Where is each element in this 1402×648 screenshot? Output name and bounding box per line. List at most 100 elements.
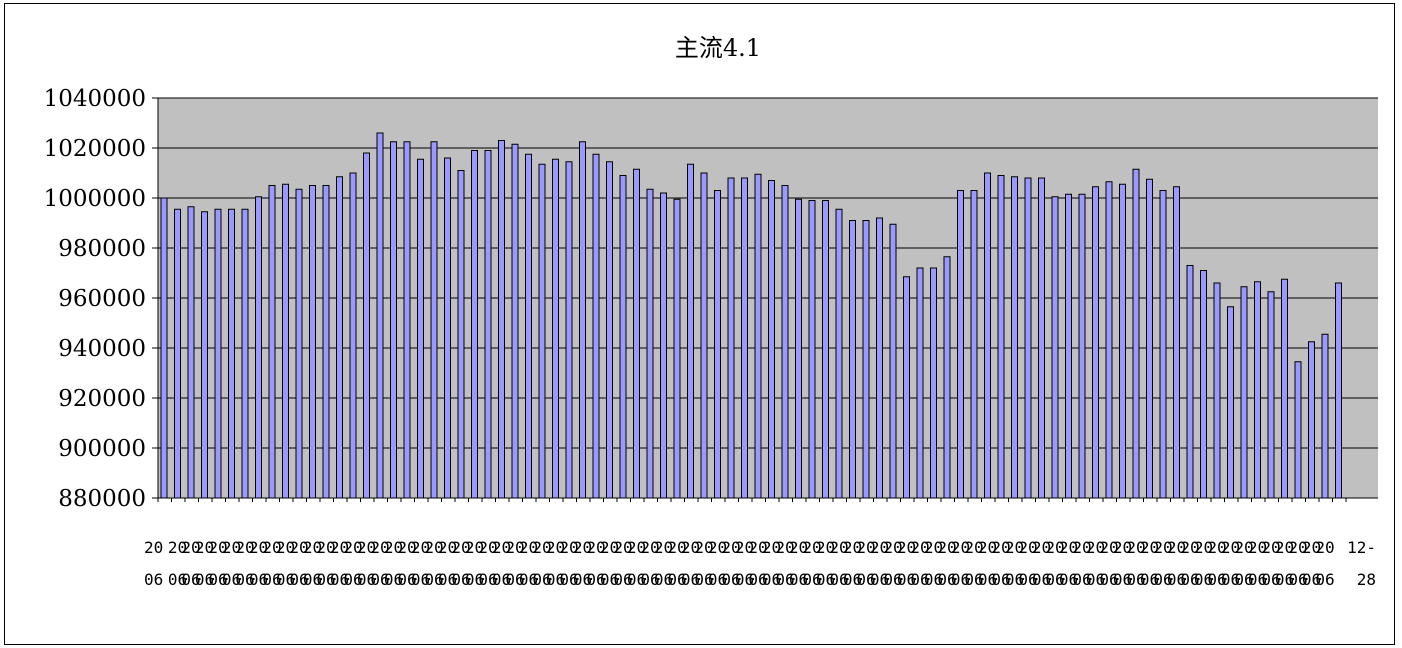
bar	[1213, 282, 1221, 499]
x-tick-label: 20	[843, 538, 862, 557]
x-tick-label: 06	[910, 570, 929, 589]
y-tick-label: 1040000	[44, 86, 146, 112]
x-tick-label: 06	[829, 570, 848, 589]
x-tick-label: 06	[438, 570, 457, 589]
x-tick-label: 06	[1153, 570, 1172, 589]
x-tick-label: 06	[613, 570, 632, 589]
x-tick-label: 06	[937, 570, 956, 589]
x-tick-label: 06	[1288, 570, 1307, 589]
bar	[1227, 306, 1234, 499]
bar	[1024, 177, 1032, 499]
y-tick-label: 940000	[58, 336, 146, 362]
x-tick-label: 06	[168, 570, 187, 589]
bar	[1267, 291, 1275, 499]
x-tick-label: 20	[1234, 538, 1253, 557]
x-tick-label: 20	[424, 538, 443, 557]
bar	[214, 208, 222, 499]
x-tick-label: 20	[465, 538, 484, 557]
x-tick-label: 20	[694, 538, 713, 557]
x-tick-label: 06	[681, 570, 700, 589]
x-tick-label: 06	[195, 570, 214, 589]
bar	[1132, 168, 1140, 499]
bar	[606, 161, 613, 499]
x-tick-label: 06	[1221, 570, 1240, 589]
bar	[592, 153, 600, 499]
x-tick-label: 20	[613, 538, 632, 557]
bar	[1321, 333, 1329, 499]
bar	[808, 200, 816, 499]
x-tick-label: 20	[411, 538, 430, 557]
x-tick-label: 06	[343, 570, 362, 589]
x-tick-label: 20	[546, 538, 565, 557]
bar	[727, 177, 735, 499]
x-tick-label: 06	[303, 570, 322, 589]
bar	[1051, 196, 1059, 499]
x-tick-label: 06	[505, 570, 524, 589]
x-tick-label: 06	[856, 570, 875, 589]
bar	[673, 198, 681, 499]
x-tick-label: 20	[667, 538, 686, 557]
x-tick-label: 20	[370, 538, 389, 557]
x-tick-label: 06	[289, 570, 308, 589]
bar	[498, 140, 505, 499]
x-tick-label: 20	[654, 538, 673, 557]
x-tick-label: 06	[397, 570, 416, 589]
x-tick-label: 20	[640, 538, 659, 557]
x-tick-label: 06	[370, 570, 389, 589]
x-tick-label: 06	[1126, 570, 1145, 589]
bar	[268, 185, 276, 499]
x-tick-label: 06	[870, 570, 889, 589]
x-tick-label: 20	[721, 538, 740, 557]
y-axis-ticks: 880000 900000 920000 940000 960000 980000 1000…	[44, 86, 158, 512]
bar	[376, 132, 384, 499]
x-tick-label: 06	[1059, 570, 1078, 589]
x-tick-label: 20	[262, 538, 281, 557]
x-tick-label: 20	[964, 538, 983, 557]
x-tick-label: 12-	[1347, 538, 1376, 557]
bar	[660, 192, 667, 499]
bar	[444, 157, 451, 499]
x-tick-label: 06	[1275, 570, 1294, 589]
x-tick-label: 06	[144, 570, 163, 589]
bar	[579, 141, 586, 499]
x-tick-label: 20	[870, 538, 889, 557]
x-tick-label: 20	[1207, 538, 1226, 557]
bar	[1146, 178, 1153, 499]
x-tick-label: 20	[775, 538, 794, 557]
x-tick-label: 20	[1045, 538, 1064, 557]
x-tick-label: 06	[748, 570, 767, 589]
bar	[1254, 281, 1261, 499]
bar	[741, 177, 748, 499]
x-tick-label: 20	[559, 538, 578, 557]
x-tick-label: 20	[276, 538, 295, 557]
x-tick-label: 20	[883, 538, 902, 557]
x-tick-label: 06	[478, 570, 497, 589]
x-tick-label: 20	[991, 538, 1010, 557]
x-tick-label: 20	[829, 538, 848, 557]
x-tick-label: 06	[627, 570, 646, 589]
x-tick-label: 20	[1072, 538, 1091, 557]
x-tick-label: 20	[1086, 538, 1105, 557]
bar	[1105, 181, 1113, 499]
bar	[633, 168, 640, 499]
bar	[930, 267, 937, 499]
x-tick-label: 06	[1113, 570, 1132, 589]
x-tick-label: 20	[1005, 538, 1024, 557]
bar	[997, 175, 1005, 499]
x-tick-label: 20	[1113, 538, 1132, 557]
y-tick-label: 980000	[58, 236, 146, 262]
y-tick-label: 900000	[58, 436, 146, 462]
x-tick-label: 06	[1140, 570, 1159, 589]
x-tick-label: 06	[1032, 570, 1051, 589]
x-tick-label: 06	[451, 570, 470, 589]
x-tick-label: 06	[424, 570, 443, 589]
bar	[849, 220, 856, 499]
x-tick-label: 20	[762, 538, 781, 557]
y-tick-label: 1000000	[44, 186, 146, 212]
bar	[457, 170, 465, 499]
x-tick-label: 20	[1140, 538, 1159, 557]
x-tick-label: 20	[1315, 538, 1334, 557]
y-tick-label: 1020000	[44, 136, 146, 162]
bar	[889, 223, 897, 499]
x-tick-label: 20	[1275, 538, 1294, 557]
